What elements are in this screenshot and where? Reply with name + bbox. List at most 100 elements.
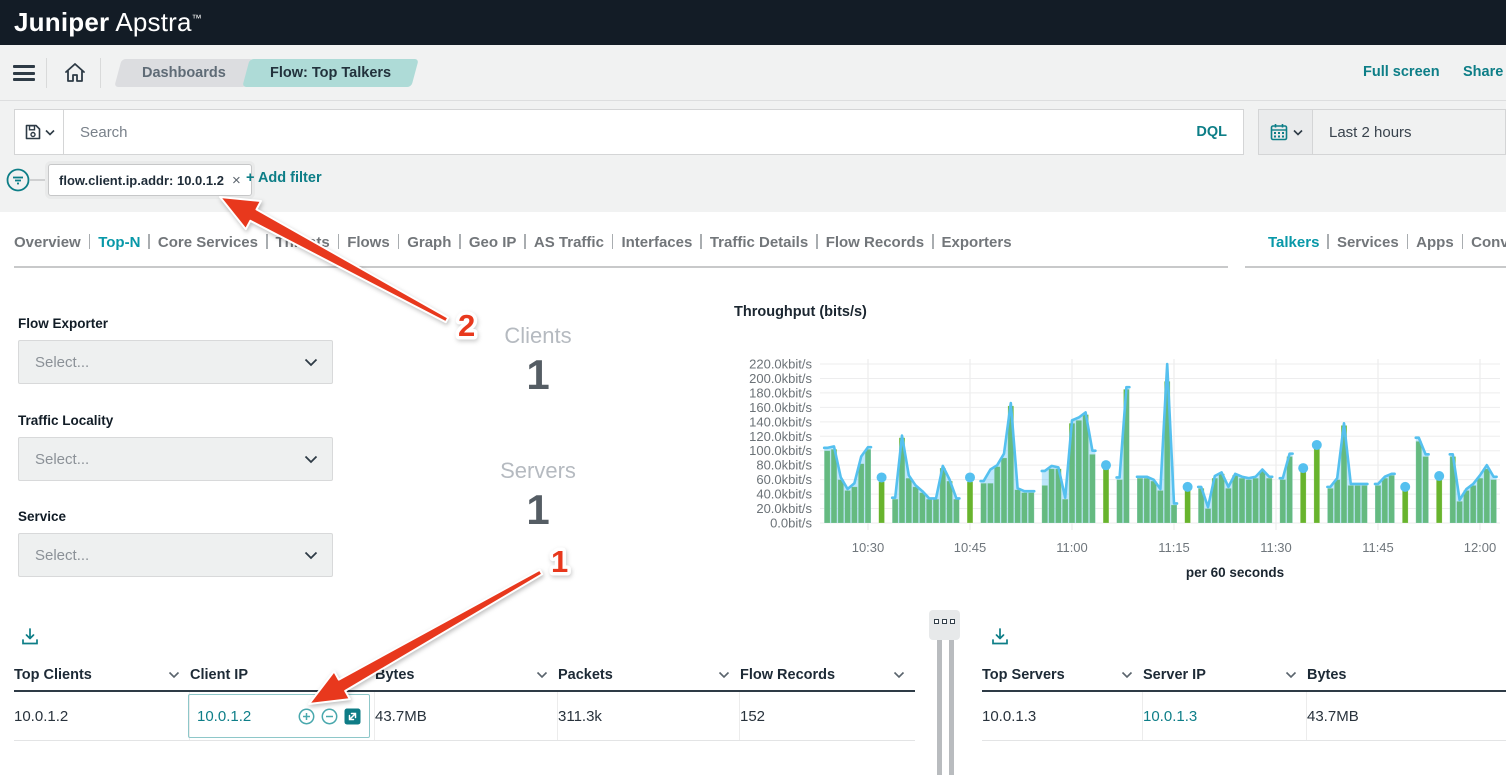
- table-row[interactable]: 10.0.1.3 10.0.1.3 43.7MB: [982, 692, 1506, 741]
- service-select[interactable]: Select...: [18, 533, 333, 577]
- sort-chevron-icon[interactable]: [718, 671, 730, 679]
- svg-text:220.0kbit/s: 220.0kbit/s: [749, 357, 812, 372]
- tab-graph[interactable]: Graph: [407, 234, 452, 251]
- sort-chevron-icon[interactable]: [893, 671, 905, 679]
- calendar-icon: [1270, 124, 1287, 141]
- tab-underline: [14, 266, 1228, 268]
- column-header-server-ip[interactable]: Server IP: [1143, 660, 1307, 690]
- tab-separator: [1461, 234, 1464, 249]
- tab-separator: [459, 234, 461, 249]
- svg-text:1: 1: [551, 544, 568, 579]
- calendar-button[interactable]: [1259, 110, 1313, 154]
- zoom-out-icon[interactable]: [321, 708, 338, 725]
- cell[interactable]: 10.0.1.3: [1143, 692, 1307, 740]
- tab-flows[interactable]: Flows: [347, 234, 390, 251]
- tab-separator: [148, 234, 150, 249]
- tab-geo-ip[interactable]: Geo IP: [468, 234, 517, 251]
- tab-apps[interactable]: Apps: [1416, 234, 1454, 251]
- save-icon: [25, 124, 40, 140]
- column-header-flow-records[interactable]: Flow Records: [740, 660, 915, 690]
- menu-icon[interactable]: [13, 65, 35, 81]
- tab-separator: [1327, 234, 1329, 249]
- chevron-down-icon: [44, 129, 55, 136]
- svg-text:40.0kbit/s: 40.0kbit/s: [756, 487, 812, 502]
- zoom-in-icon[interactable]: [298, 708, 315, 725]
- tab-separator: [88, 234, 91, 249]
- sort-chevron-icon[interactable]: [1285, 671, 1297, 679]
- svg-text:11:30: 11:30: [1260, 540, 1292, 555]
- full-screen-button[interactable]: Full screen: [1363, 64, 1440, 80]
- throughput-chart: Throughput (bits/s) 10:30 10:45 11:00 11:15 1…: [734, 304, 1500, 580]
- breadcrumb-flow-top-talkers[interactable]: Flow: Top Talkers: [242, 59, 419, 87]
- column-header-bytes[interactable]: Bytes: [1307, 667, 1347, 683]
- tab-services[interactable]: Services: [1336, 234, 1399, 251]
- expand-icon[interactable]: [344, 708, 361, 725]
- tab-traffic-details[interactable]: Traffic Details: [709, 234, 809, 251]
- connector-line: [30, 179, 48, 181]
- tab-threats[interactable]: Threats: [275, 234, 330, 251]
- column-header-packets[interactable]: Packets: [558, 660, 740, 690]
- cell-10-0-1-2: 10.0.1.2: [188, 692, 375, 740]
- breadcrumb-label: Flow: Top Talkers: [270, 65, 392, 81]
- filter-label-service: Service: [18, 509, 67, 524]
- save-query-button[interactable]: [15, 110, 64, 154]
- download-icon[interactable]: [990, 627, 1010, 647]
- top-servers-table: Top Servers Server IP Bytes 10.0.1.3 10.0.1.…: [982, 660, 1506, 741]
- tab-as-traffic[interactable]: AS Traffic: [533, 234, 604, 251]
- splitter-handle[interactable]: [929, 610, 960, 640]
- sort-chevron-icon[interactable]: [168, 671, 180, 679]
- cell: 10.0.1.2: [14, 692, 190, 740]
- tab-underline: [1245, 266, 1506, 268]
- servers-stat: Servers 1: [438, 458, 638, 534]
- svg-text:100.0kbit/s: 100.0kbit/s: [749, 443, 812, 458]
- tab-flow-records[interactable]: Flow Records: [825, 234, 925, 251]
- tab-exporters[interactable]: Exporters: [941, 234, 1012, 251]
- tab-talkers[interactable]: Talkers: [1268, 234, 1320, 251]
- home-icon[interactable]: [62, 60, 90, 86]
- tab-interfaces[interactable]: Interfaces: [621, 234, 693, 251]
- tab-top-n[interactable]: Top-N: [98, 234, 141, 251]
- tab-overview[interactable]: Overview: [14, 234, 81, 251]
- svg-text:120.0kbit/s: 120.0kbit/s: [749, 429, 812, 444]
- sort-chevron-icon[interactable]: [1121, 671, 1133, 679]
- splitter-bar[interactable]: [949, 612, 954, 775]
- column-header-bytes[interactable]: Bytes: [375, 660, 558, 690]
- svg-text:80.0kbit/s: 80.0kbit/s: [756, 458, 812, 473]
- search-row: Search DQL Last 2 hours: [0, 101, 1506, 161]
- close-icon[interactable]: ×: [231, 171, 241, 189]
- tab-separator: [524, 234, 526, 249]
- svg-text:Throughput (bits/s): Throughput (bits/s): [734, 304, 867, 320]
- flow-exporter-select[interactable]: Select...: [18, 340, 333, 384]
- filter-label-flow-exporter: Flow Exporter: [18, 316, 109, 331]
- table-header-row: Top Servers Server IP Bytes: [982, 660, 1506, 692]
- column-header-top-clients[interactable]: Top Clients: [14, 660, 190, 690]
- time-range-value[interactable]: Last 2 hours: [1313, 110, 1505, 154]
- traffic-locality-select[interactable]: Select...: [18, 437, 333, 481]
- tab-separator: [266, 234, 268, 249]
- tab-conversations[interactable]: Conversations: [1471, 234, 1506, 251]
- sort-chevron-icon[interactable]: [536, 671, 548, 679]
- filter-chip[interactable]: flow.client.ip.addr: 10.0.1.2 ×: [48, 164, 252, 196]
- table-row[interactable]: 10.0.1.2 10.0.1.2 43.7MB 311.3k 152: [14, 692, 915, 741]
- sort-chevron-icon[interactable]: [353, 671, 365, 679]
- column-header-client-ip[interactable]: Client IP: [190, 660, 375, 690]
- divider: [46, 58, 47, 88]
- filter-icon[interactable]: [5, 167, 31, 193]
- toolbar: Dashboards Flow: Top Talkers Full screen…: [0, 45, 1506, 101]
- splitter-bar[interactable]: [937, 612, 942, 775]
- search-input[interactable]: Search: [80, 123, 128, 141]
- column-header-top-servers[interactable]: Top Servers: [982, 660, 1143, 690]
- download-icon[interactable]: [20, 627, 40, 647]
- share-button[interactable]: Share: [1463, 64, 1504, 80]
- add-filter-button[interactable]: + Add filter: [246, 170, 322, 186]
- svg-text:200.0kbit/s: 200.0kbit/s: [749, 371, 812, 386]
- selected-ip-cell[interactable]: 10.0.1.2: [188, 694, 370, 738]
- svg-text:10:30: 10:30: [852, 540, 885, 555]
- breadcrumb-dashboards[interactable]: Dashboards: [114, 59, 254, 87]
- svg-text:10:45: 10:45: [954, 540, 987, 555]
- svg-text:180.0kbit/s: 180.0kbit/s: [749, 385, 812, 400]
- dql-button[interactable]: DQL: [1196, 124, 1227, 140]
- filter-label-traffic-locality: Traffic Locality: [18, 413, 114, 428]
- cell: 152: [740, 707, 766, 725]
- tab-core-services[interactable]: Core Services: [157, 234, 258, 251]
